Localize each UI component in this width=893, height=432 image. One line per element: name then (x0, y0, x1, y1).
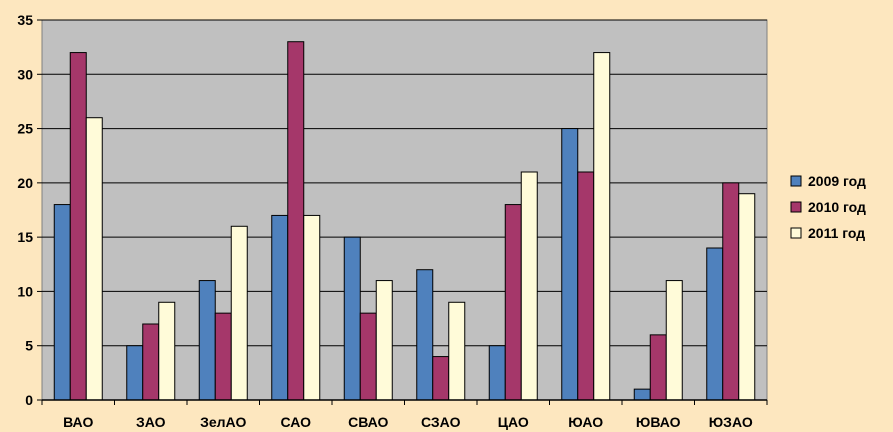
bar (53, 204, 71, 401)
y-tick-label: 20 (17, 175, 33, 191)
x-tick-label: СВАО (348, 414, 388, 430)
bar (488, 345, 506, 401)
bar (287, 41, 305, 401)
bars (53, 41, 756, 401)
bar (343, 236, 361, 401)
bar (142, 323, 160, 401)
bar (416, 269, 434, 401)
bar (230, 225, 248, 401)
bar (448, 301, 466, 401)
bar (375, 280, 393, 401)
bar (722, 182, 740, 401)
y-tick-label: 10 (17, 283, 33, 299)
bar (593, 52, 611, 401)
bar (158, 301, 176, 401)
bar (577, 171, 595, 401)
bar (214, 312, 232, 401)
bar (504, 204, 522, 401)
x-tick-label: ЗАО (136, 414, 166, 430)
legend-label: 2009 год (808, 173, 866, 189)
y-tick-label: 15 (17, 229, 33, 245)
bar (69, 52, 87, 401)
x-tick-label: ЦАО (498, 414, 529, 430)
y-axis-ticks: 0 5 10 15 20 25 30 35 (17, 12, 42, 408)
x-tick-label: ЮЗАО (709, 414, 753, 430)
bar (432, 356, 450, 401)
x-tick-label: ЮАО (568, 414, 603, 430)
bar (271, 214, 289, 401)
bar (633, 388, 651, 401)
x-tick-label: ЗелАО (200, 414, 246, 430)
bar (198, 280, 216, 401)
x-tick-label: СЗАО (421, 414, 461, 430)
x-axis-ticks: ВАО ЗАО ЗелАО САО СВАО СЗАО ЦАО ЮАО ЮВАО ЮЗАО (41, 400, 768, 430)
legend: 2009 год 2010 год 2011 год (790, 173, 866, 241)
legend-swatch (790, 201, 802, 213)
bar (303, 214, 321, 401)
bar (561, 128, 579, 401)
bar (85, 117, 103, 401)
legend-label: 2010 год (808, 199, 866, 215)
y-tick-label: 25 (17, 121, 33, 137)
bar (706, 247, 724, 401)
bar (738, 193, 756, 401)
x-tick-label: ВАО (63, 414, 93, 430)
bar (359, 312, 377, 401)
legend-swatch (790, 175, 802, 187)
legend-label: 2011 год (808, 225, 865, 241)
bar (665, 280, 683, 401)
y-tick-label: 5 (25, 338, 33, 354)
y-tick-label: 35 (17, 12, 33, 28)
bar (520, 171, 538, 401)
y-tick-label: 30 (17, 66, 33, 82)
x-tick-label: ЮВАО (636, 414, 681, 430)
legend-swatch (790, 227, 802, 239)
bar (649, 334, 667, 401)
x-tick-label: САО (280, 414, 311, 430)
y-tick-label: 0 (25, 392, 33, 408)
bar (126, 345, 144, 401)
